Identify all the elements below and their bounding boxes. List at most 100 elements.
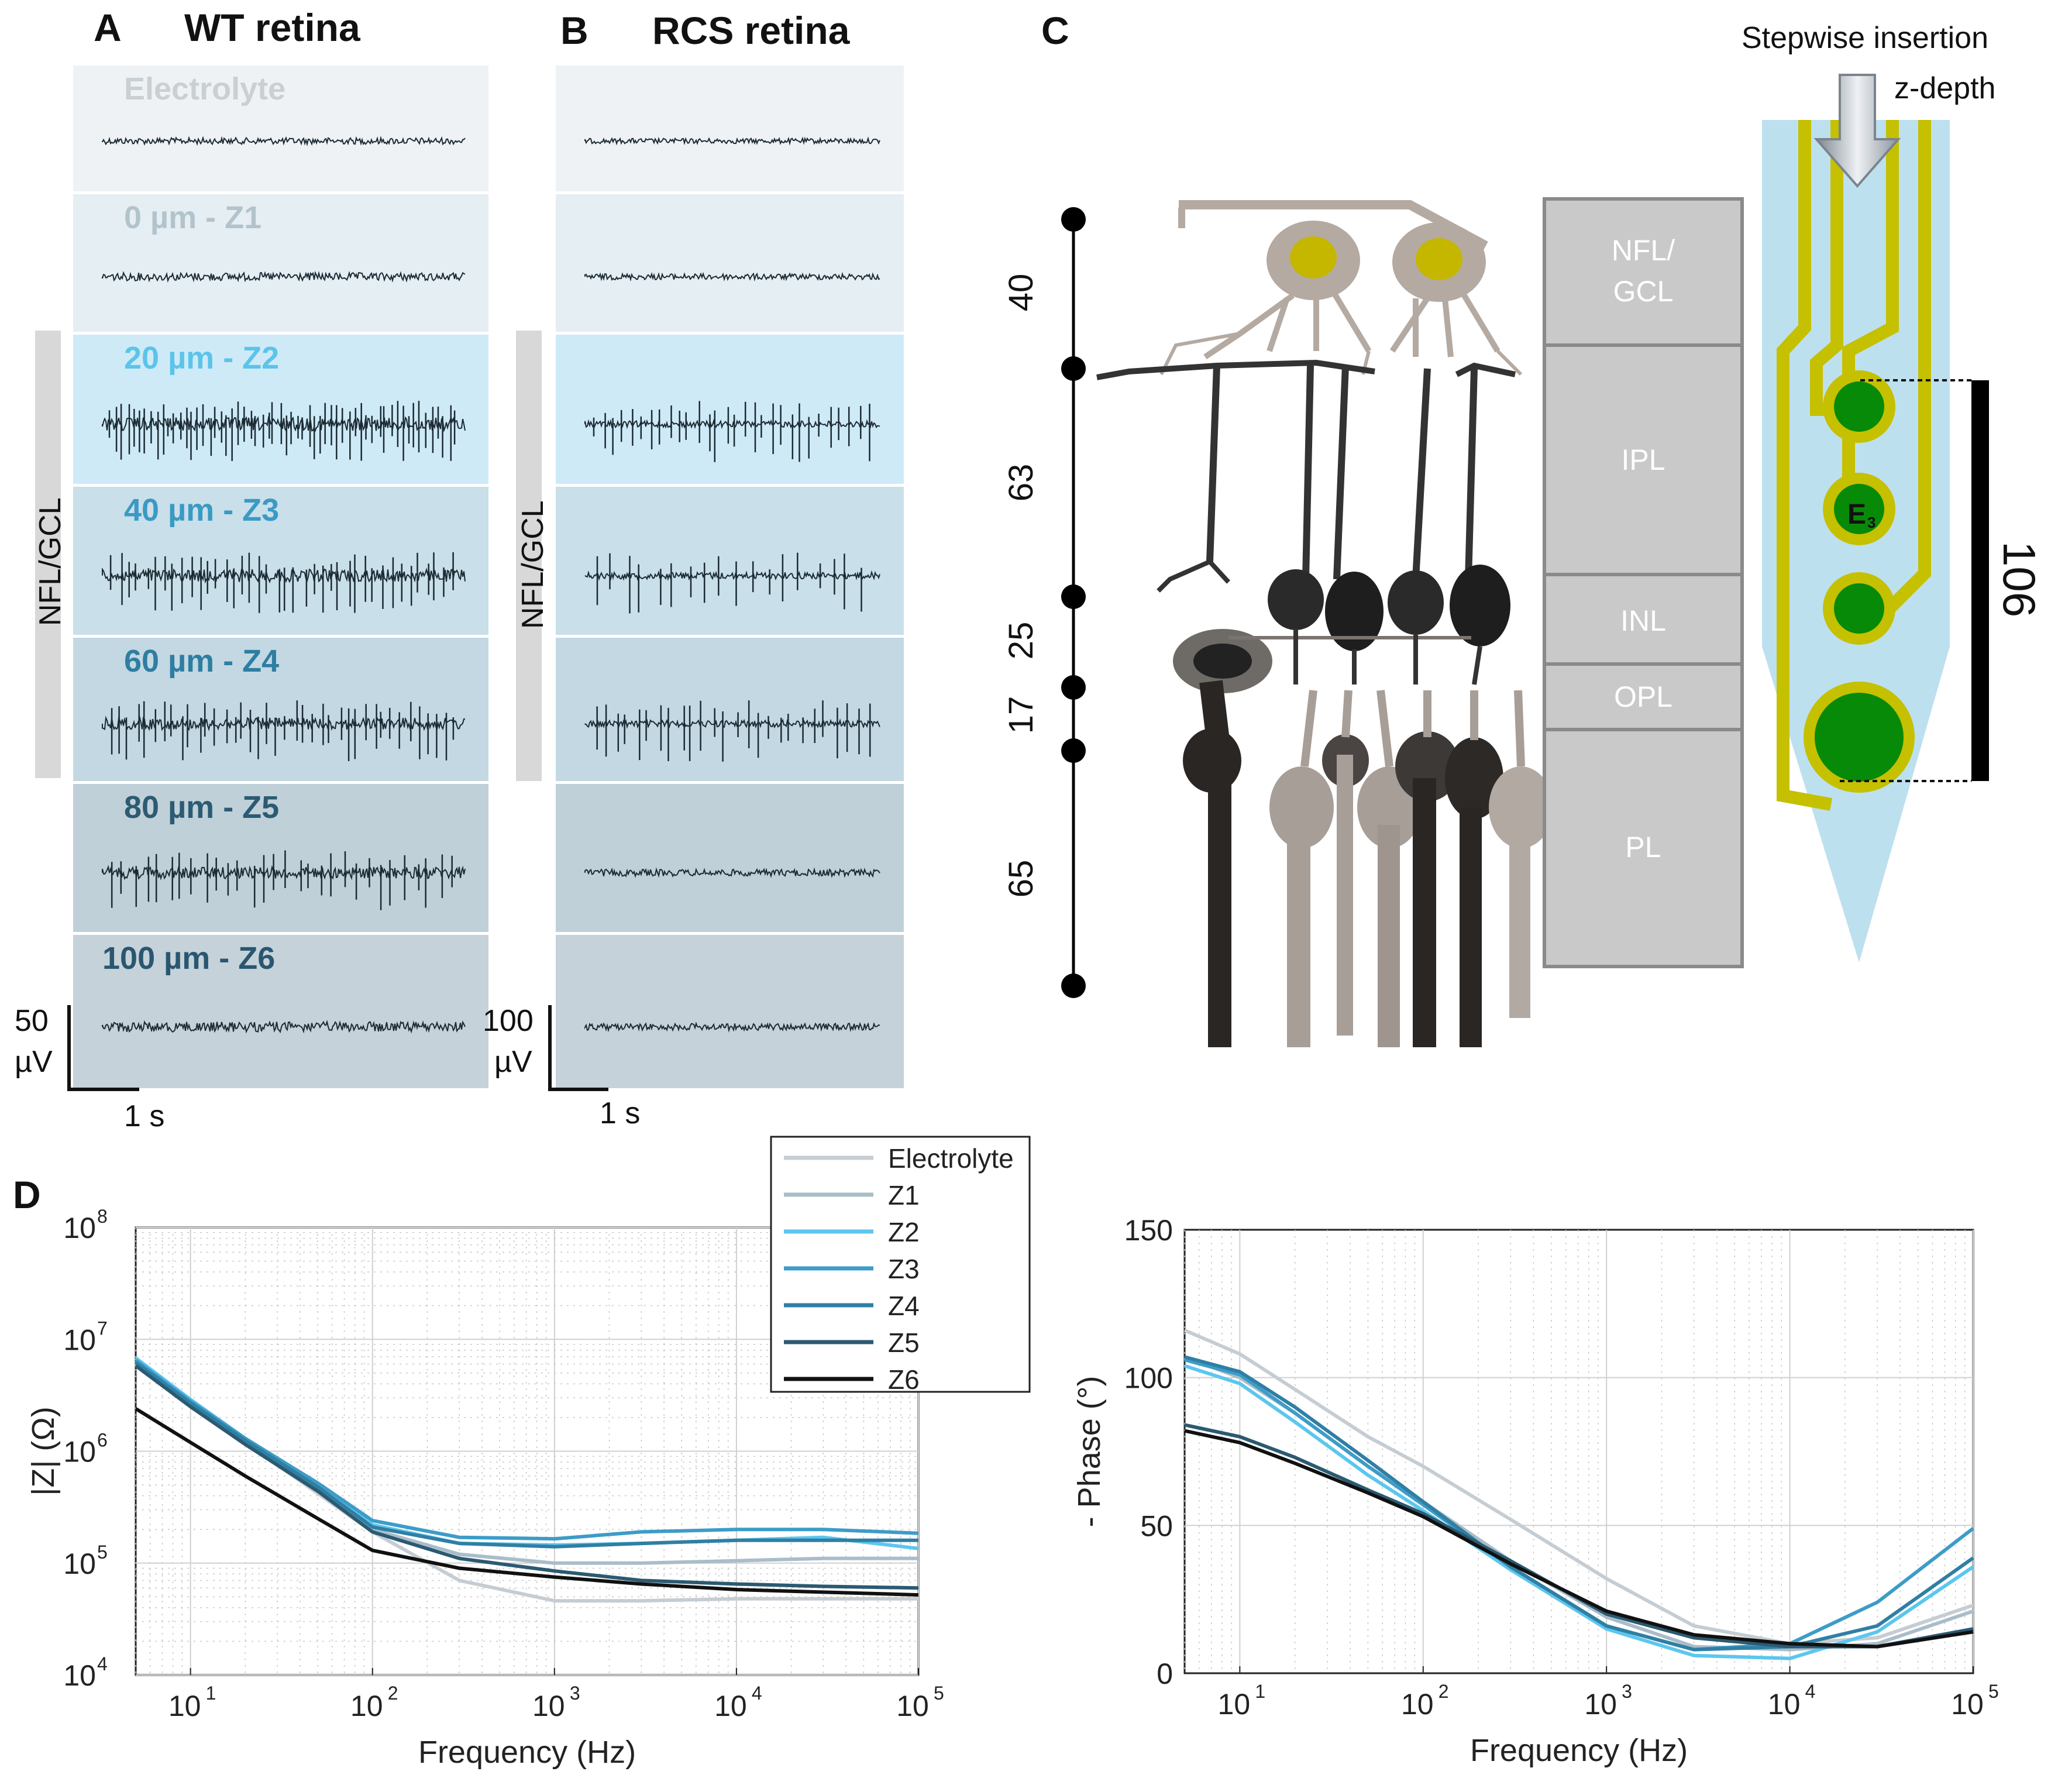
series-line-z5 bbox=[1184, 1423, 1974, 1649]
x-tick-label: 10 bbox=[714, 1690, 747, 1722]
series-line-z6 bbox=[135, 1407, 919, 1597]
insertion-arrow bbox=[1813, 74, 1901, 188]
y-tick-label: 10 bbox=[63, 1547, 96, 1580]
depth-row-label: 100 µm - Z6 bbox=[102, 941, 275, 976]
y-tick-exponent: 5 bbox=[97, 1542, 108, 1563]
depth-value: 17 bbox=[1002, 696, 1040, 734]
bipolar-cells bbox=[1096, 359, 1516, 693]
y-tick-label: 10 bbox=[63, 1323, 96, 1356]
depth-row-label: 0 µm - Z1 bbox=[124, 200, 261, 235]
depth-marker bbox=[1061, 584, 1086, 609]
panel-c-letter: C bbox=[1041, 9, 1069, 52]
legend-label: Z5 bbox=[888, 1327, 920, 1358]
series-line-z4 bbox=[1184, 1355, 1974, 1652]
depth-value: 40 bbox=[1002, 274, 1040, 312]
nfl-gcl-label-b: NFL/GCL bbox=[516, 500, 550, 629]
trace-wt-spikes bbox=[108, 401, 456, 461]
y-tick-label: 100 bbox=[1124, 1362, 1173, 1395]
trace-rcs bbox=[584, 570, 880, 582]
series-line-z4 bbox=[135, 1361, 918, 1549]
depth-row-label: 40 µm - Z3 bbox=[124, 493, 279, 528]
x-tick-label: 10 bbox=[1768, 1688, 1801, 1721]
trace-rcs bbox=[584, 867, 880, 878]
x-tick-label: 10 bbox=[896, 1690, 929, 1722]
legend-label: Z1 bbox=[888, 1180, 920, 1210]
legend-label: Z2 bbox=[888, 1217, 920, 1247]
panel-a-title: WT retina bbox=[184, 6, 361, 49]
scale-b-time: 1 s bbox=[600, 1096, 640, 1130]
trace-row-bg-wt bbox=[73, 487, 488, 635]
layer-ipl-label: IPL bbox=[1621, 443, 1665, 476]
retina-cells-illustration bbox=[1096, 200, 1553, 1047]
trace-row-bg-rcs bbox=[556, 487, 904, 635]
photoreceptors bbox=[1183, 680, 1553, 1047]
layer-ipl bbox=[1543, 343, 1744, 576]
trace-rcs-spikes bbox=[596, 700, 871, 762]
trace-row-bg-rcs bbox=[556, 935, 904, 1088]
series-line-electrolyte bbox=[1183, 1329, 1974, 1646]
trace-row-bg-rcs bbox=[556, 638, 904, 781]
layer-nfl-gcl bbox=[1543, 197, 1744, 347]
panel-a-letter: A bbox=[94, 6, 122, 49]
trace-wt bbox=[102, 567, 466, 584]
distance-scale-bar bbox=[1971, 380, 1989, 781]
depth-marker bbox=[1061, 675, 1086, 700]
x-tick-exponent: 4 bbox=[752, 1683, 762, 1704]
x-axis-label: Frequency (Hz) bbox=[418, 1735, 636, 1770]
trace-rcs bbox=[584, 136, 880, 146]
x-tick-exponent: 4 bbox=[1805, 1681, 1816, 1702]
scale-a-time: 1 s bbox=[124, 1099, 164, 1133]
chart-legend bbox=[770, 1136, 1031, 1393]
trace-rcs bbox=[584, 718, 880, 729]
y-tick-label: 10 bbox=[63, 1212, 96, 1244]
x-tick-exponent: 5 bbox=[1988, 1681, 1999, 1702]
y-axis-label: - Phase (°) bbox=[1072, 1376, 1107, 1528]
scale-a-unit: µV bbox=[15, 1045, 53, 1079]
nfl-gcl-bar-a bbox=[35, 331, 61, 778]
trace-rcs bbox=[584, 271, 880, 282]
retina-layers: NFL/ GCL IPL INL OPL PL bbox=[1543, 197, 1744, 968]
depth-row-label: 80 µm - Z5 bbox=[124, 790, 279, 825]
layer-nfl-gcl-label-2: GCL bbox=[1613, 275, 1674, 308]
depth-value: 63 bbox=[1002, 464, 1040, 502]
scale-b-value: 100 bbox=[483, 1004, 534, 1038]
legend-label: Z6 bbox=[888, 1364, 920, 1395]
y-tick-exponent: 8 bbox=[97, 1206, 108, 1227]
depth-row-label: 60 µm - Z4 bbox=[124, 644, 279, 679]
trace-rcs bbox=[584, 1021, 880, 1033]
distance-value: 106 bbox=[1994, 541, 2045, 617]
y-tick-label: 0 bbox=[1157, 1657, 1173, 1690]
layer-opl bbox=[1543, 662, 1744, 731]
nfl-gcl-bar-b bbox=[516, 331, 542, 781]
x-tick-label: 10 bbox=[532, 1690, 565, 1722]
plot-area bbox=[1183, 1229, 1974, 1674]
x-tick-label: 10 bbox=[1218, 1688, 1251, 1721]
x-axis-label: Frequency (Hz) bbox=[1470, 1733, 1688, 1768]
scale-a-value: 50 bbox=[15, 1004, 49, 1038]
trace-wt bbox=[102, 135, 466, 147]
panel-b-letter: B bbox=[560, 9, 589, 52]
x-tick-label: 10 bbox=[350, 1690, 383, 1722]
y-tick-label: 10 bbox=[63, 1659, 96, 1692]
layer-nfl-gcl-label-1: NFL/ bbox=[1612, 234, 1675, 267]
trace-wt bbox=[102, 271, 466, 283]
depth-row-label: Electrolyte bbox=[124, 71, 285, 106]
x-tick-exponent: 1 bbox=[206, 1683, 216, 1704]
electrode-subscript: 3 bbox=[1867, 514, 1875, 531]
scale-b-unit: µV bbox=[494, 1045, 532, 1079]
trace-row-bg-rcs bbox=[556, 66, 904, 191]
x-tick-exponent: 3 bbox=[1622, 1681, 1632, 1702]
depth-row-label: 20 µm - Z2 bbox=[124, 340, 279, 376]
legend-label: Electrolyte bbox=[888, 1143, 1014, 1174]
depth-axis: 40 63 25 17 65 bbox=[1002, 207, 1086, 998]
y-tick-label: 150 bbox=[1124, 1214, 1173, 1247]
x-tick-exponent: 1 bbox=[1255, 1681, 1265, 1702]
y-tick-exponent: 7 bbox=[97, 1318, 108, 1339]
layer-opl-label: OPL bbox=[1614, 680, 1672, 713]
x-tick-exponent: 5 bbox=[934, 1683, 944, 1704]
trace-row-bg-rcs bbox=[556, 784, 904, 932]
trace-wt-spikes bbox=[109, 552, 454, 613]
ganglion-cells bbox=[1159, 200, 1523, 376]
